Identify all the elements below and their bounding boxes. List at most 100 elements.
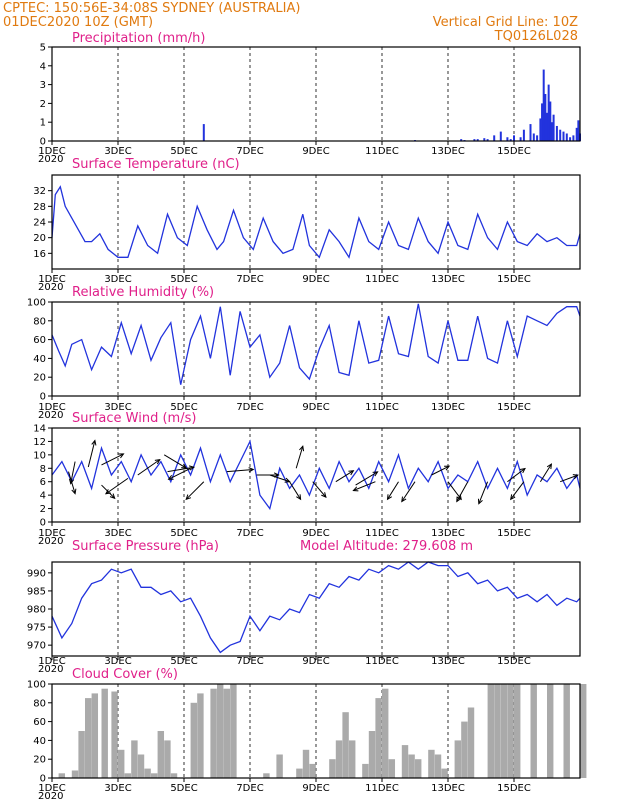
y-tick-label: 970 <box>27 641 46 652</box>
precip-bar <box>509 139 512 141</box>
wind-arrowhead <box>352 486 359 492</box>
wind-vector <box>312 481 327 498</box>
precip-bar <box>572 135 575 141</box>
precip-bar <box>499 131 502 141</box>
y-tick-label: 100 <box>27 298 46 309</box>
x-tick-label: 1DEC <box>38 783 65 794</box>
wind-arrowhead <box>185 494 192 501</box>
x-tick-label: 5DEC <box>170 146 197 157</box>
wind-vector <box>163 454 187 469</box>
wind-arrowhead <box>519 467 526 474</box>
cloud-bar <box>454 740 462 778</box>
wind-arrowhead <box>510 494 516 501</box>
wind-vector <box>401 481 416 502</box>
x-tick-label: 1DEC <box>38 656 65 667</box>
x-tick-label: 7DEC <box>236 146 263 157</box>
precip-bar <box>529 124 532 141</box>
x-tick-label: 13DEC <box>431 146 465 157</box>
y-tick-label: 4 <box>40 491 46 502</box>
precip-bar <box>486 139 489 141</box>
x-tick-label: 1DEC <box>38 146 65 157</box>
cloud-bar <box>223 688 231 778</box>
cloud-bar <box>210 688 217 778</box>
header-grid-info: Vertical Grid Line: 10Z <box>433 15 578 30</box>
panel-title: Surface Temperature (nC) <box>72 157 240 172</box>
precip-bar <box>562 131 565 141</box>
precip-bar <box>550 122 553 141</box>
wind-vector <box>431 465 450 476</box>
cloud-bar <box>58 773 66 778</box>
cloud-bar <box>467 707 475 778</box>
y-tick-label: 8 <box>40 464 46 475</box>
cloud-bar <box>329 759 336 778</box>
x-tick-label: 9DEC <box>302 783 329 794</box>
y-tick-label: 20 <box>33 233 46 244</box>
x-year-label: 2020 <box>38 154 63 165</box>
wind-arrowhead <box>296 494 302 501</box>
series-line-4 <box>51 561 581 654</box>
cloud-bar <box>230 684 237 778</box>
wind-arrowhead <box>68 478 75 485</box>
y-tick-label: 990 <box>27 568 46 579</box>
precip-bar <box>460 139 463 141</box>
x-tick-label: 9DEC <box>302 402 329 413</box>
wind-vector <box>167 466 194 473</box>
cloud-bar <box>368 731 376 778</box>
wind-vector <box>185 481 205 500</box>
y-tick-label: 975 <box>27 623 46 634</box>
cloud-bar <box>401 745 409 778</box>
cloud-bar <box>91 693 99 778</box>
y-tick-label: 60 <box>33 717 46 728</box>
cloud-bar <box>296 768 303 778</box>
wind-arrowhead <box>104 489 111 495</box>
wind-arrowhead <box>109 493 116 500</box>
cloud-bar <box>309 763 316 778</box>
x-tick-label: 15DEC <box>497 274 531 285</box>
wind-arrowhead <box>118 453 125 459</box>
panel-title: Precipitation (mm/h) <box>72 31 205 46</box>
wind-arrowhead <box>248 467 255 473</box>
x-tick-label: 9DEC <box>302 274 329 285</box>
wind-arrowhead <box>546 463 553 470</box>
cloud-bar <box>547 684 554 778</box>
cloud-bar <box>217 684 224 778</box>
cloud-bar <box>441 768 448 778</box>
cloud-bar <box>408 754 415 778</box>
precip-bar <box>532 133 535 141</box>
precip-bar <box>536 135 539 141</box>
panel-5: 0 20 40 60 80 100 1DEC 3DEC 5DEC 7DEC 9DEC 11DEC 13D… <box>27 667 587 800</box>
wind-arrowhead <box>477 498 483 505</box>
cloud-bar <box>415 759 422 778</box>
wind-arrowhead <box>299 445 305 452</box>
panel-3: 0 2 4 6 8 10 12 14 1DEC 3DEC 5DEC 7DEC 9DEC 11DEC 13DE… <box>33 411 581 547</box>
cloud-bar <box>190 702 198 778</box>
cloud-bar <box>157 731 165 778</box>
y-tick-label: 0 <box>40 774 46 785</box>
cloud-bar <box>101 688 108 778</box>
cloud-bar <box>111 691 118 778</box>
precip-bar <box>476 139 479 141</box>
y-tick-label: 32 <box>33 186 46 197</box>
wind-vector <box>560 474 578 483</box>
precip-bar <box>522 129 525 141</box>
wind-vector <box>295 446 304 469</box>
x-tick-label: 7DEC <box>236 402 263 413</box>
x-tick-label: 11DEC <box>365 146 399 157</box>
y-tick-label: 2 <box>40 504 46 515</box>
cloud-bar <box>342 712 349 778</box>
precip-bar <box>541 103 544 141</box>
cloud-bar <box>131 740 138 778</box>
x-tick-label: 9DEC <box>302 528 329 539</box>
wind-vector <box>226 468 254 473</box>
cloud-bar <box>164 740 171 778</box>
wind-arrowhead <box>572 474 579 480</box>
precip-bar <box>549 101 552 141</box>
wind-vector <box>289 481 302 500</box>
panel-4: 970 975 980 985 990 1DEC 3DEC 5DEC 7DEC 9DEC 11DEC… <box>27 539 581 675</box>
cloud-bar <box>124 773 132 778</box>
wind-arrowhead <box>154 458 161 465</box>
wind-arrowhead <box>71 488 77 495</box>
y-tick-label: 80 <box>33 316 46 327</box>
cloud-bar <box>302 749 310 778</box>
